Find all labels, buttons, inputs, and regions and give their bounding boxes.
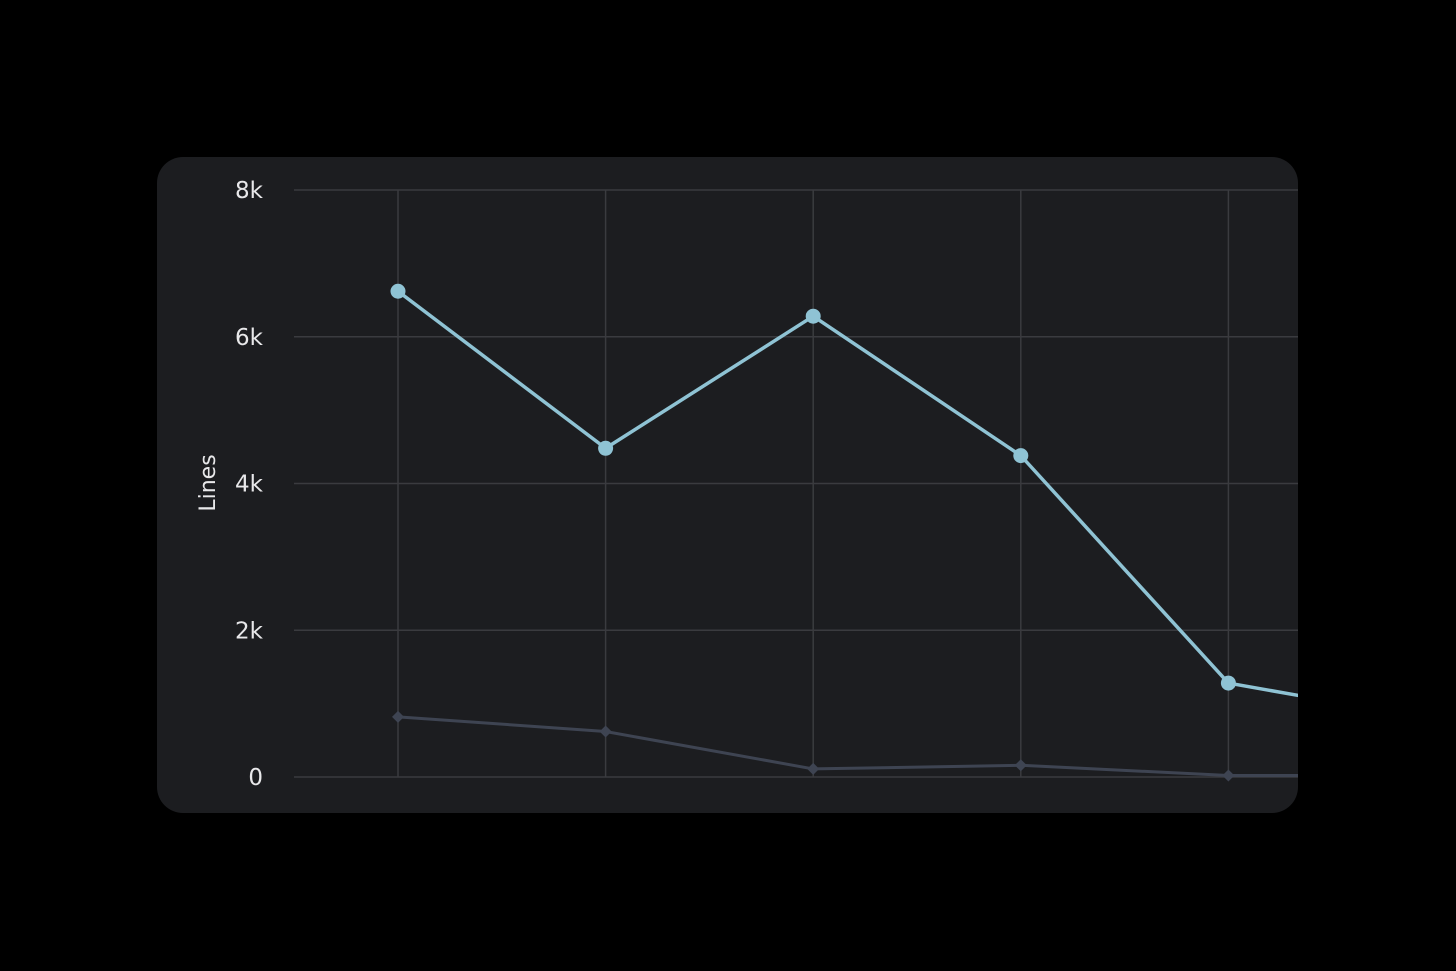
y-axis-title: Lines: [196, 454, 221, 511]
data-point: [390, 283, 406, 299]
y-tick-label: 6k: [235, 325, 264, 351]
data-point: [1220, 675, 1236, 691]
y-tick-label: 0: [248, 765, 263, 791]
y-tick-label: 8k: [235, 178, 264, 204]
series-layer: [390, 283, 1298, 782]
data-point: [1014, 759, 1027, 772]
data-point: [598, 440, 614, 456]
series-2: [392, 710, 1298, 782]
chart-card: 0 2k 4k 6k 8k Lines: [157, 157, 1298, 813]
line-chart: 0 2k 4k 6k 8k Lines: [196, 178, 1298, 791]
data-point: [1013, 448, 1029, 464]
data-point: [805, 308, 821, 324]
y-tick-label: 4k: [235, 472, 264, 498]
data-point: [807, 762, 820, 775]
y-axis: 0 2k 4k 6k 8k: [235, 178, 264, 791]
series-line: [397, 715, 1298, 778]
data-point: [599, 725, 612, 738]
y-tick-label: 2k: [235, 618, 264, 644]
series-line: [396, 289, 1298, 698]
grid: [294, 189, 1298, 778]
series-1: [390, 283, 1298, 698]
data-point: [392, 710, 404, 723]
data-point: [1222, 769, 1235, 782]
